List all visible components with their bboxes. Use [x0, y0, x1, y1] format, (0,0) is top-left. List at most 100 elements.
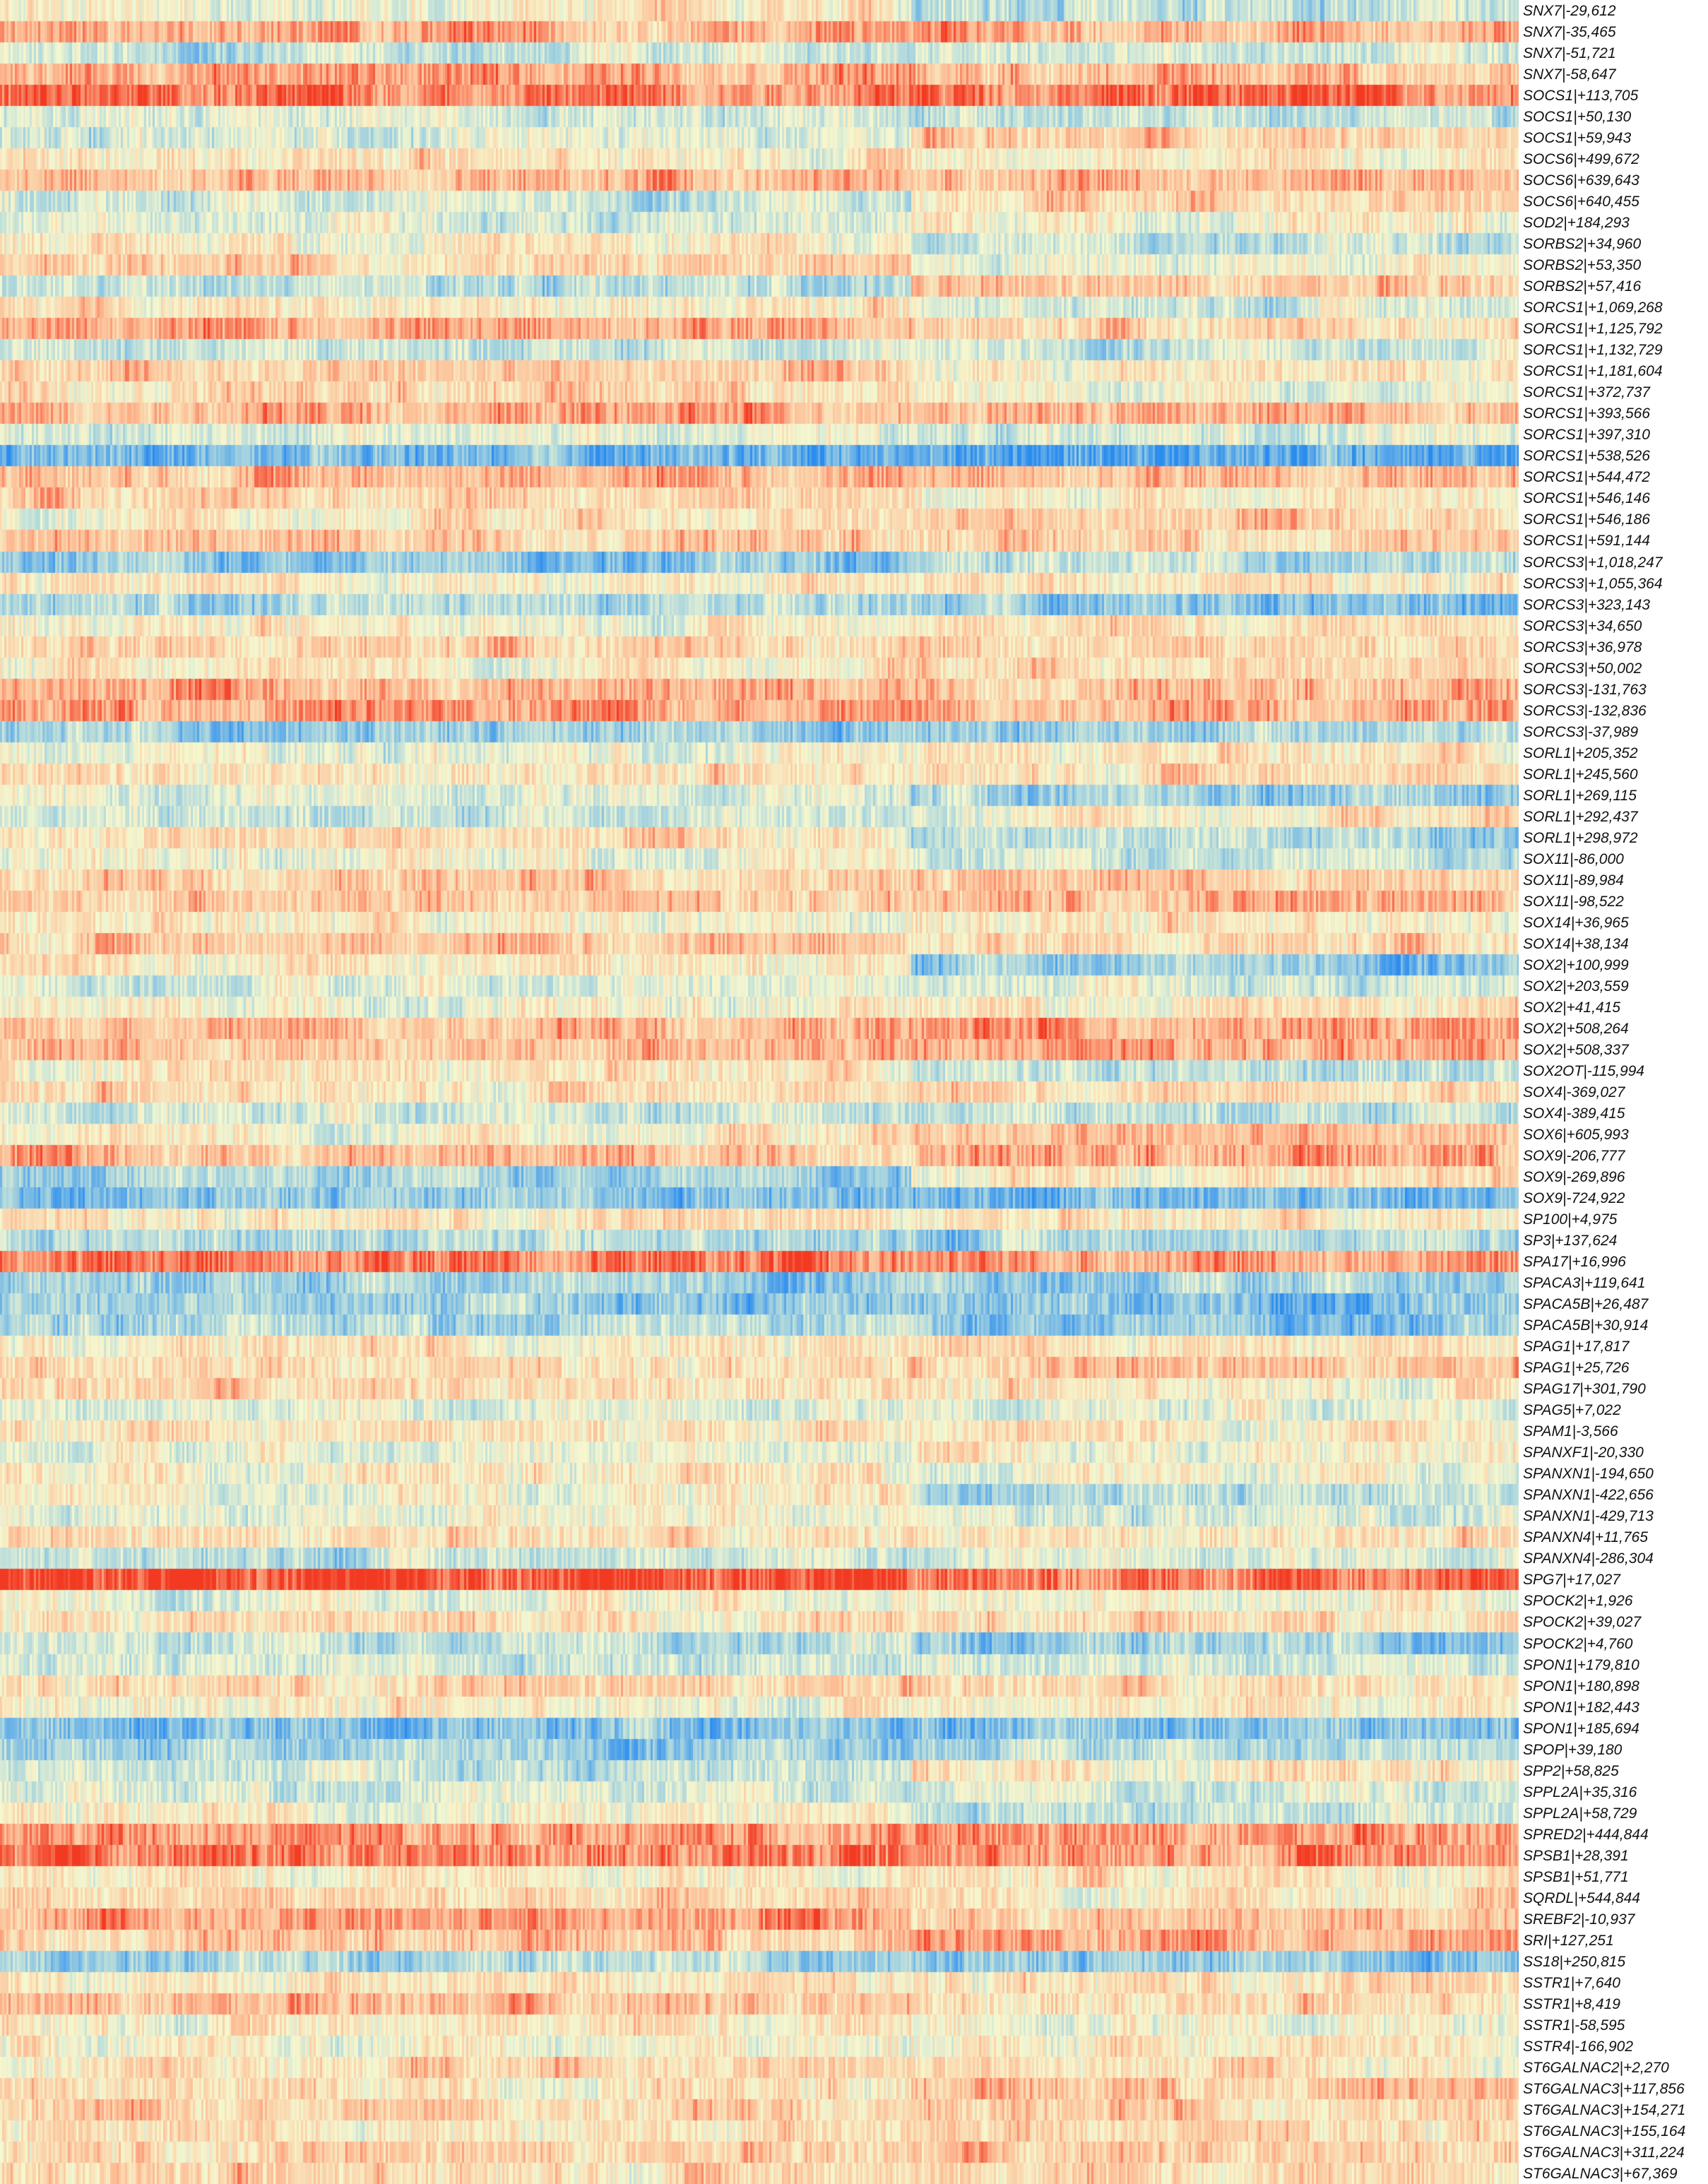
row-label: SP100|+4,975 [1523, 1211, 1618, 1228]
row-label: SPAG5|+7,022 [1523, 1402, 1621, 1419]
row-label: ST6GALNAC3|+154,271 [1523, 2101, 1686, 2118]
row-label: SORCS3|-37,989 [1523, 723, 1639, 740]
row-label: SPG7|+17,027 [1523, 1572, 1620, 1589]
row-label: SORBS2|+53,350 [1523, 257, 1642, 274]
row-label: SPACA5B|+26,487 [1523, 1296, 1649, 1313]
heatmap-cells [0, 0, 1519, 2184]
row-label: SPOCK2|+39,027 [1523, 1614, 1642, 1631]
row-label: SNX7|-29,612 [1523, 3, 1616, 19]
row-label: SORL1|+298,972 [1523, 829, 1638, 846]
row-label: SORBS2|+57,416 [1523, 278, 1642, 295]
row-label: SP3|+137,624 [1523, 1233, 1618, 1250]
row-label: SPANXN1|-422,656 [1523, 1487, 1654, 1504]
row-label: SPOP|+39,180 [1523, 1741, 1623, 1758]
row-label: SPAG1|+25,726 [1523, 1360, 1630, 1377]
row-label: SOX4|-389,415 [1523, 1105, 1625, 1122]
row-label: SSTR1|+7,640 [1523, 1974, 1620, 1991]
row-label: SORCS1|+1,132,729 [1523, 342, 1663, 359]
row-label: SOX14|+38,134 [1523, 935, 1629, 952]
row-label: SOCS1|+50,130 [1523, 109, 1632, 126]
row-label: SORCS1|+591,144 [1523, 533, 1650, 550]
row-label: SS18|+250,815 [1523, 1953, 1626, 1970]
row-labels: SNX7|-29,612 SNX7|-35,465 SNX7|-51,721 SNX7… [1523, 0, 1708, 2184]
row-label: ST6GALNAC3|+155,164 [1523, 2123, 1686, 2140]
row-label: ST6GALNAC3|+117,856 [1523, 2080, 1685, 2097]
row-label: SOX11|-89,984 [1523, 872, 1624, 889]
row-label: SPACA3|+119,641 [1523, 1275, 1646, 1292]
row-label: SPON1|+182,443 [1523, 1699, 1639, 1716]
row-label: SOX2|+508,337 [1523, 1041, 1629, 1058]
row-label: SPPL2A|+58,729 [1523, 1805, 1637, 1822]
row-label: SOX9|-269,896 [1523, 1169, 1625, 1186]
row-label: SPANXN1|-429,713 [1523, 1508, 1654, 1525]
row-label: SPAM1|-3,566 [1523, 1423, 1618, 1440]
row-label: SPSB1|+28,391 [1523, 1847, 1629, 1864]
row-label: ST6GALNAC2|+2,270 [1523, 2059, 1669, 2076]
row-label: SORCS3|+1,018,247 [1523, 554, 1663, 571]
row-label: SORL1|+205,352 [1523, 744, 1638, 761]
row-label: SORCS1|+372,737 [1523, 384, 1650, 401]
row-label: SOCS6|+640,455 [1523, 194, 1639, 210]
row-label: SORCS1|+546,186 [1523, 511, 1650, 528]
row-label: SORCS3|+323,143 [1523, 596, 1650, 613]
row-label: SSTR4|-166,902 [1523, 2038, 1634, 2055]
row-label: SOX9|-724,922 [1523, 1190, 1625, 1207]
row-label: SORCS1|+1,125,792 [1523, 321, 1663, 338]
row-label: SNX7|-51,721 [1523, 45, 1616, 62]
row-label: SORCS1|+397,310 [1523, 427, 1650, 444]
row-label: SOX9|-206,777 [1523, 1148, 1625, 1165]
row-label: SOX4|-369,027 [1523, 1084, 1625, 1100]
row-label: SOX2|+203,559 [1523, 978, 1629, 995]
row-label: SRI|+127,251 [1523, 1932, 1614, 1949]
row-label: SOCS6|+499,672 [1523, 151, 1639, 168]
row-label: SPANXN1|-194,650 [1523, 1466, 1654, 1483]
row-label: SPON1|+180,898 [1523, 1678, 1639, 1695]
row-label: SOD2|+184,293 [1523, 215, 1630, 232]
row-label: SORCS1|+393,566 [1523, 405, 1650, 422]
row-label: SORCS3|+34,650 [1523, 617, 1642, 634]
row-label: SPACA5B|+30,914 [1523, 1317, 1649, 1334]
heatmap [0, 0, 1519, 2184]
row-label: SORL1|+245,560 [1523, 766, 1638, 783]
row-label: SSTR1|+8,419 [1523, 1995, 1620, 2012]
row-label: SSTR1|-58,595 [1523, 2017, 1625, 2034]
row-label: SPANXF1|-20,330 [1523, 1444, 1644, 1461]
row-label: SPP2|+58,825 [1523, 1762, 1619, 1779]
row-label: SPON1|+185,694 [1523, 1720, 1639, 1737]
row-label: SNX7|-58,647 [1523, 66, 1616, 83]
row-label: SPAG17|+301,790 [1523, 1381, 1646, 1398]
row-label: SORCS3|+36,978 [1523, 639, 1642, 655]
row-label: SPAG1|+17,817 [1523, 1339, 1630, 1355]
row-label: SOCS1|+113,705 [1523, 88, 1639, 105]
row-label: SOX14|+36,965 [1523, 914, 1629, 931]
row-label: SPANXN4|+11,765 [1523, 1529, 1648, 1546]
row-label: SORCS1|+538,526 [1523, 448, 1650, 465]
row-label: SOCS1|+59,943 [1523, 130, 1632, 147]
row-label: SPANXN4|-286,304 [1523, 1550, 1654, 1567]
row-label: SOX2|+508,264 [1523, 1020, 1629, 1037]
row-label: ST6GALNAC3|+311,224 [1523, 2144, 1685, 2161]
row-label: SORCS3|-132,836 [1523, 702, 1647, 719]
row-label: SOX2OT|-115,994 [1523, 1062, 1644, 1079]
row-label: SORCS1|+546,146 [1523, 490, 1650, 507]
row-label: SPON1|+179,810 [1523, 1656, 1639, 1673]
row-label: ST6GALNAC3|+67,369 [1523, 2165, 1678, 2182]
row-label: SORL1|+292,437 [1523, 808, 1638, 825]
row-label: SOX11|-98,522 [1523, 893, 1624, 910]
row-label: SORCS1|+1,069,268 [1523, 299, 1663, 316]
row-label: SORL1|+269,115 [1523, 787, 1637, 804]
row-label: SORCS3|-131,763 [1523, 681, 1647, 698]
row-label: SOX2|+100,999 [1523, 956, 1629, 973]
row-label: SOCS6|+639,643 [1523, 172, 1639, 189]
row-label: SOX2|+41,415 [1523, 999, 1620, 1016]
row-label: SPRED2|+444,844 [1523, 1826, 1649, 1843]
row-label: SPOCK2|+1,926 [1523, 1593, 1633, 1610]
row-label: SPSB1|+51,771 [1523, 1868, 1629, 1885]
row-label: SORCS1|+544,472 [1523, 469, 1650, 486]
row-label: SREBF2|-10,937 [1523, 1911, 1635, 1928]
row-label: SNX7|-35,465 [1523, 24, 1616, 41]
row-label: SORCS1|+1,181,604 [1523, 363, 1663, 380]
row-label: SOX6|+605,993 [1523, 1127, 1629, 1144]
row-label: SORBS2|+34,960 [1523, 236, 1642, 253]
row-label: SPA17|+16,996 [1523, 1254, 1626, 1271]
